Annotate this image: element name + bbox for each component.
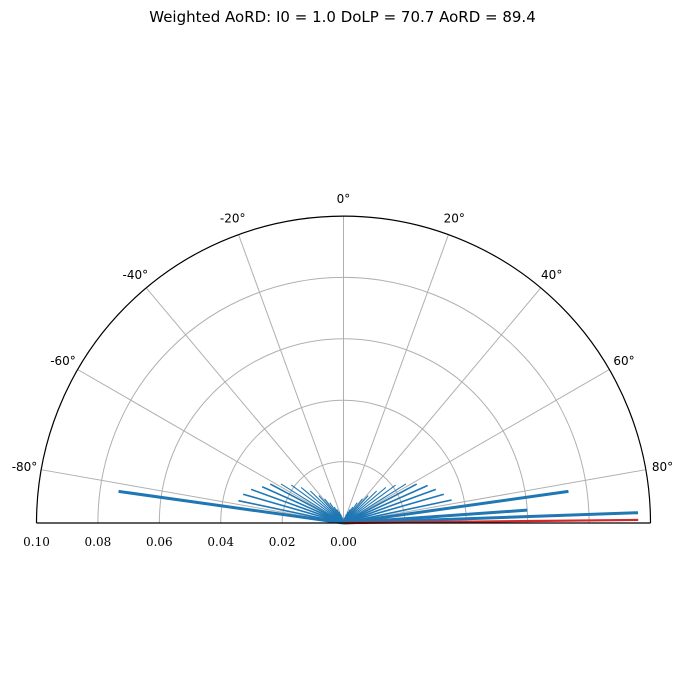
theta-tick-label: -20°: [220, 212, 246, 226]
series-line: [343, 511, 639, 525]
series-line: [118, 489, 344, 525]
series-line: [242, 493, 344, 524]
theta-tick-label: -80°: [12, 460, 38, 474]
theta-tick-label: 20°: [444, 212, 465, 226]
angular-grid-line: [145, 287, 344, 524]
angular-grid-line: [343, 369, 610, 524]
outer-arc: [35, 215, 652, 524]
theta-tick-label: 80°: [652, 460, 673, 474]
angular-grid-line: [343, 234, 449, 524]
series-line: [343, 489, 569, 525]
series-line: [291, 484, 344, 524]
series-line: [300, 487, 344, 524]
theta-tick-label: -60°: [50, 354, 76, 368]
series-line: [238, 499, 344, 524]
series-line: [343, 487, 387, 524]
theta-tick-label: 60°: [613, 354, 634, 368]
series-line: [343, 483, 418, 524]
series-line: [343, 483, 407, 524]
radial-tick-label: 0.02: [269, 535, 296, 549]
angular-grid-line: [343, 287, 542, 524]
series-line: [343, 484, 396, 524]
angular-grid-line: [343, 469, 646, 524]
series-line: [343, 488, 437, 524]
theta-tick-label: 0°: [337, 192, 351, 206]
theta-tick-label: -40°: [122, 268, 148, 282]
series-layer: [118, 483, 639, 525]
series-line: [250, 488, 344, 524]
angular-grid-line: [77, 369, 344, 524]
grid-layer: [41, 216, 646, 524]
radial-tick-label: 0.08: [85, 535, 112, 549]
series-line: [343, 484, 428, 524]
radial-tick-label: 0.06: [146, 535, 173, 549]
series-line: [269, 483, 344, 524]
chart-title: Weighted AoRD: I0 = 1.0 DoLP = 70.7 AoRD…: [149, 8, 536, 26]
radial-tick-label: 0.04: [207, 535, 234, 549]
theta-tick-label: 40°: [541, 268, 562, 282]
frame-layer: [35, 215, 652, 524]
series-line: [343, 493, 445, 524]
radial-tick-label: 0.10: [23, 535, 50, 549]
series-line: [280, 483, 344, 524]
angular-grid-line: [238, 234, 344, 524]
series-line: [261, 486, 344, 524]
label-layer: -80° -60° -40° -20° 0° 20° 40° 60° 80° 0.10 0.08 0.…: [12, 192, 673, 549]
radial-tick-label: 0.00: [330, 535, 357, 549]
angular-grid-line: [41, 469, 344, 524]
